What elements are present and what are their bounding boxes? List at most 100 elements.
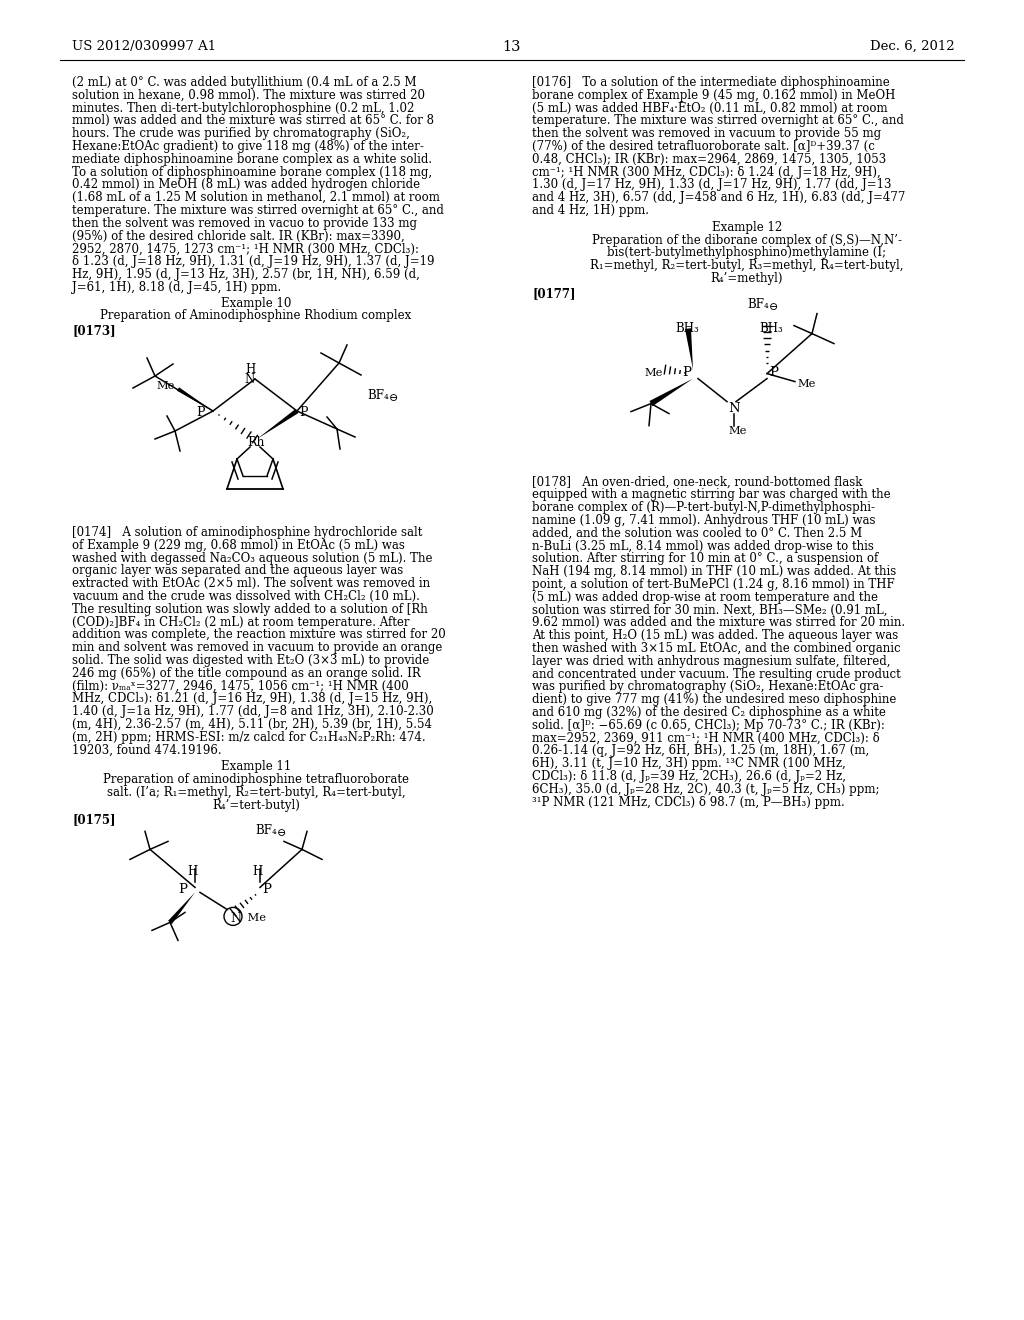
- Text: min and solvent was removed in vacuum to provide an orange: min and solvent was removed in vacuum to…: [72, 642, 442, 655]
- Text: To a solution of diphosphinoamine borane complex (118 mg,: To a solution of diphosphinoamine borane…: [72, 165, 432, 178]
- Text: 6H), 3.11 (t, J=10 Hz, 3H) ppm. ¹³C NMR (100 MHz,: 6H), 3.11 (t, J=10 Hz, 3H) ppm. ¹³C NMR …: [532, 758, 846, 770]
- Text: temperature. The mixture was stirred overnight at 65° C., and: temperature. The mixture was stirred ove…: [532, 115, 904, 128]
- Text: solid. [α]ᴰ: −65.69 (c 0.65, CHCl₃); Mp 70-73° C.; IR (KBr):: solid. [α]ᴰ: −65.69 (c 0.65, CHCl₃); Mp …: [532, 719, 885, 731]
- Text: 1.40 (d, J=1a Hz, 9H), 1.77 (dd, J=8 and 1Hz, 3H), 2.10-2.30: 1.40 (d, J=1a Hz, 9H), 1.77 (dd, J=8 and…: [72, 705, 434, 718]
- Text: CDCl₃): δ 11.8 (d, Jₚ=39 Hz, 2CH₃), 26.6 (d, Jₚ=2 Hz,: CDCl₃): δ 11.8 (d, Jₚ=39 Hz, 2CH₃), 26.6…: [532, 770, 846, 783]
- Text: Hz, 9H), 1.95 (d, J=13 Hz, 3H), 2.57 (br, 1H, NH), 6.59 (d,: Hz, 9H), 1.95 (d, J=13 Hz, 3H), 2.57 (br…: [72, 268, 420, 281]
- Text: washed with degassed Na₂CO₃ aqueous solution (5 mL). The: washed with degassed Na₂CO₃ aqueous solu…: [72, 552, 432, 565]
- Text: max=2952, 2369, 911 cm⁻¹; ¹H NMR (400 MHz, CDCl₃): δ: max=2952, 2369, 911 cm⁻¹; ¹H NMR (400 MH…: [532, 731, 880, 744]
- Text: solid. The solid was digested with Et₂O (3×3 mL) to provide: solid. The solid was digested with Et₂O …: [72, 653, 429, 667]
- Text: then the solvent was removed in vacuum to provide 55 mg: then the solvent was removed in vacuum t…: [532, 127, 881, 140]
- Text: solution in hexane, 0.98 mmol). The mixture was stirred 20: solution in hexane, 0.98 mmol). The mixt…: [72, 88, 425, 102]
- Text: R₁=methyl, R₂=tert-butyl, R₃=methyl, R₄=tert-butyl,: R₁=methyl, R₂=tert-butyl, R₃=methyl, R₄=…: [590, 259, 904, 272]
- Text: [0177]: [0177]: [532, 286, 575, 300]
- Text: and 4 Hz, 1H) ppm.: and 4 Hz, 1H) ppm.: [532, 205, 649, 216]
- Text: US 2012/0309997 A1: US 2012/0309997 A1: [72, 40, 216, 53]
- Text: δ 1.23 (d, J=18 Hz, 9H), 1.31 (d, J=19 Hz, 9H), 1.37 (d, J=19: δ 1.23 (d, J=18 Hz, 9H), 1.31 (d, J=19 H…: [72, 255, 434, 268]
- Text: NaH (194 mg, 8.14 mmol) in THF (10 mL) was added. At this: NaH (194 mg, 8.14 mmol) in THF (10 mL) w…: [532, 565, 896, 578]
- Text: Dec. 6, 2012: Dec. 6, 2012: [870, 40, 955, 53]
- Text: namine (1.09 g, 7.41 mmol). Anhydrous THF (10 mL) was: namine (1.09 g, 7.41 mmol). Anhydrous TH…: [532, 513, 876, 527]
- Text: At this point, H₂O (15 mL) was added. The aqueous layer was: At this point, H₂O (15 mL) was added. Th…: [532, 630, 898, 643]
- Text: and concentrated under vacuum. The resulting crude product: and concentrated under vacuum. The resul…: [532, 668, 901, 681]
- Text: [0173]: [0173]: [72, 325, 116, 337]
- Text: 6CH₃), 35.0 (d, Jₚ=28 Hz, 2C), 40.3 (t, Jₚ=5 Hz, CH₃) ppm;: 6CH₃), 35.0 (d, Jₚ=28 Hz, 2C), 40.3 (t, …: [532, 783, 880, 796]
- Text: N: N: [728, 401, 739, 414]
- Text: P: P: [299, 407, 307, 418]
- Text: H: H: [252, 866, 262, 878]
- Text: vacuum and the crude was dissolved with CH₂Cl₂ (10 mL).: vacuum and the crude was dissolved with …: [72, 590, 420, 603]
- Text: equipped with a magnetic stirring bar was charged with the: equipped with a magnetic stirring bar wa…: [532, 488, 891, 502]
- Text: [0175]: [0175]: [72, 813, 116, 826]
- Text: H: H: [186, 866, 198, 878]
- Text: layer was dried with anhydrous magnesium sulfate, filtered,: layer was dried with anhydrous magnesium…: [532, 655, 891, 668]
- Text: BF₄: BF₄: [746, 297, 769, 310]
- Text: was purified by chromatography (SiO₂, Hexane:EtOAc gra-: was purified by chromatography (SiO₂, He…: [532, 680, 884, 693]
- Text: point, a solution of tert-BuMePCl (1.24 g, 8.16 mmol) in THF: point, a solution of tert-BuMePCl (1.24 …: [532, 578, 895, 591]
- Text: [0178]   An oven-dried, one-neck, round-bottomed flask: [0178] An oven-dried, one-neck, round-bo…: [532, 475, 862, 488]
- Text: of Example 9 (229 mg, 0.68 mmol) in EtOAc (5 mL) was: of Example 9 (229 mg, 0.68 mmol) in EtOA…: [72, 539, 404, 552]
- Text: mmol) was added and the mixture was stirred at 65° C. for 8: mmol) was added and the mixture was stir…: [72, 115, 434, 128]
- Text: BF₄: BF₄: [367, 389, 389, 403]
- Text: temperature. The mixture was stirred overnight at 65° C., and: temperature. The mixture was stirred ove…: [72, 205, 443, 216]
- Text: 1.30 (d, J=17 Hz, 9H), 1.33 (d, J=17 Hz, 9H), 1.77 (dd, J=13: 1.30 (d, J=17 Hz, 9H), 1.33 (d, J=17 Hz,…: [532, 178, 892, 191]
- Text: then the solvent was removed in vacuo to provide 133 mg: then the solvent was removed in vacuo to…: [72, 216, 417, 230]
- Text: hours. The crude was purified by chromatography (SiO₂,: hours. The crude was purified by chromat…: [72, 127, 410, 140]
- Text: The resulting solution was slowly added to a solution of [Rh: The resulting solution was slowly added …: [72, 603, 428, 616]
- Text: BF₄: BF₄: [255, 825, 276, 837]
- Text: dient) to give 777 mg (41%) the undesired meso diphosphine: dient) to give 777 mg (41%) the undesire…: [532, 693, 896, 706]
- Text: R₄’=tert-butyl): R₄’=tert-butyl): [212, 799, 300, 812]
- Text: cm⁻¹; ¹H NMR (300 MHz, CDCl₃): δ 1.24 (d, J=18 Hz, 9H),: cm⁻¹; ¹H NMR (300 MHz, CDCl₃): δ 1.24 (d…: [532, 165, 881, 178]
- Text: borane complex of (R)—P-tert-butyl-N,P-dimethylphosphi-: borane complex of (R)—P-tert-butyl-N,P-d…: [532, 502, 874, 515]
- Text: organic layer was separated and the aqueous layer was: organic layer was separated and the aque…: [72, 565, 403, 577]
- Polygon shape: [168, 892, 195, 924]
- Text: R₄’=methyl): R₄’=methyl): [711, 272, 783, 285]
- Text: BH₃: BH₃: [759, 322, 782, 334]
- Text: addition was complete, the reaction mixture was stirred for 20: addition was complete, the reaction mixt…: [72, 628, 445, 642]
- Text: Preparation of Aminodiphosphine Rhodium complex: Preparation of Aminodiphosphine Rhodium …: [100, 309, 412, 322]
- Text: Preparation of the diborane complex of (S,S)—N,N’-: Preparation of the diborane complex of (…: [592, 234, 902, 247]
- Text: n-BuLi (3.25 mL, 8.14 mmol) was added drop-wise to this: n-BuLi (3.25 mL, 8.14 mmol) was added dr…: [532, 540, 873, 553]
- Text: and 610 mg (32%) of the desired C₂ diphosphine as a white: and 610 mg (32%) of the desired C₂ dipho…: [532, 706, 886, 719]
- Text: 19203, found 474.19196.: 19203, found 474.19196.: [72, 743, 221, 756]
- Text: Me: Me: [728, 425, 746, 436]
- Text: (2 mL) at 0° C. was added butyllithium (0.4 mL of a 2.5 M: (2 mL) at 0° C. was added butyllithium (…: [72, 77, 417, 88]
- Text: solution was stirred for 30 min. Next, BH₃—SMe₂ (0.91 mL,: solution was stirred for 30 min. Next, B…: [532, 603, 888, 616]
- Text: (m, 2H) ppm; HRMS-ESI: m/z calcd for C₂₁H₄₃N₂P₂Rh: 474.: (m, 2H) ppm; HRMS-ESI: m/z calcd for C₂₁…: [72, 731, 426, 743]
- Text: Example 12: Example 12: [712, 220, 782, 234]
- Polygon shape: [685, 329, 693, 370]
- Text: ³¹P NMR (121 MHz, CDCl₃) δ 98.7 (m, P—BH₃) ppm.: ³¹P NMR (121 MHz, CDCl₃) δ 98.7 (m, P—BH…: [532, 796, 845, 809]
- Text: ⊖: ⊖: [389, 393, 398, 403]
- Text: [0176]   To a solution of the intermediate diphosphinoamine: [0176] To a solution of the intermediate…: [532, 77, 890, 88]
- Text: MHz, CDCl₃): δ1.21 (d, J=16 Hz, 9H), 1.38 (d, J=15 Hz, 9H),: MHz, CDCl₃): δ1.21 (d, J=16 Hz, 9H), 1.3…: [72, 693, 432, 705]
- Text: (95%) of the desired chloride salt. IR (KBr): max=3390,: (95%) of the desired chloride salt. IR (…: [72, 230, 404, 243]
- Text: (film): νₘₐˣ=3277, 2946, 1475, 1056 cm⁻¹; ¹H NMR (400: (film): νₘₐˣ=3277, 2946, 1475, 1056 cm⁻¹…: [72, 680, 409, 693]
- Polygon shape: [649, 379, 693, 407]
- Text: added, and the solution was cooled to 0° C. Then 2.5 M: added, and the solution was cooled to 0°…: [532, 527, 862, 540]
- Text: Me: Me: [156, 381, 174, 391]
- Text: Hexane:EtOAc gradient) to give 118 mg (48%) of the inter-: Hexane:EtOAc gradient) to give 118 mg (4…: [72, 140, 424, 153]
- Polygon shape: [177, 387, 213, 411]
- Text: P: P: [769, 366, 778, 379]
- Text: N: N: [245, 374, 255, 385]
- Text: (77%) of the desired tetrafluoroborate salt. [α]ᴰ+39.37 (c: (77%) of the desired tetrafluoroborate s…: [532, 140, 874, 153]
- Text: J=61, 1H), 8.18 (d, J=45, 1H) ppm.: J=61, 1H), 8.18 (d, J=45, 1H) ppm.: [72, 281, 282, 294]
- Text: minutes. Then di-tert-butylchlorophosphine (0.2 mL, 1.02: minutes. Then di-tert-butylchlorophosphi…: [72, 102, 415, 115]
- Text: Example 11: Example 11: [221, 760, 291, 774]
- Text: 0.26-1.14 (q, J=92 Hz, 6H, BH₃), 1.25 (m, 18H), 1.67 (m,: 0.26-1.14 (q, J=92 Hz, 6H, BH₃), 1.25 (m…: [532, 744, 869, 758]
- Text: Me: Me: [645, 367, 663, 378]
- Text: 2952, 2870, 1475, 1273 cm⁻¹; ¹H NMR (300 MHz, CDCl₃):: 2952, 2870, 1475, 1273 cm⁻¹; ¹H NMR (300…: [72, 243, 419, 255]
- Text: bis(tert-butylmethylphosphino)methylamine (I;: bis(tert-butylmethylphosphino)methylamin…: [607, 247, 887, 260]
- Text: 0.42 mmol) in MeOH (8 mL) was added hydrogen chloride: 0.42 mmol) in MeOH (8 mL) was added hydr…: [72, 178, 420, 191]
- Text: extracted with EtOAc (2×5 ml). The solvent was removed in: extracted with EtOAc (2×5 ml). The solve…: [72, 577, 430, 590]
- Text: P: P: [197, 407, 205, 418]
- Polygon shape: [257, 409, 298, 440]
- Text: H: H: [245, 363, 255, 376]
- Text: Me: Me: [244, 913, 266, 924]
- Text: solution. After stirring for 10 min at 0° C., a suspension of: solution. After stirring for 10 min at 0…: [532, 552, 879, 565]
- Text: (m, 4H), 2.36-2.57 (m, 4H), 5.11 (br, 2H), 5.39 (br, 1H), 5.54: (m, 4H), 2.36-2.57 (m, 4H), 5.11 (br, 2H…: [72, 718, 432, 731]
- Text: (5 mL) was added drop-wise at room temperature and the: (5 mL) was added drop-wise at room tempe…: [532, 591, 878, 603]
- Text: P: P: [178, 883, 187, 896]
- Text: mediate diphosphinoamine borane complex as a white solid.: mediate diphosphinoamine borane complex …: [72, 153, 432, 166]
- Text: and 4 Hz, 3H), 6.57 (dd, J=458 and 6 Hz, 1H), 6.83 (dd, J=477: and 4 Hz, 3H), 6.57 (dd, J=458 and 6 Hz,…: [532, 191, 905, 205]
- Text: 246 mg (65%) of the title compound as an orange solid. IR: 246 mg (65%) of the title compound as an…: [72, 667, 421, 680]
